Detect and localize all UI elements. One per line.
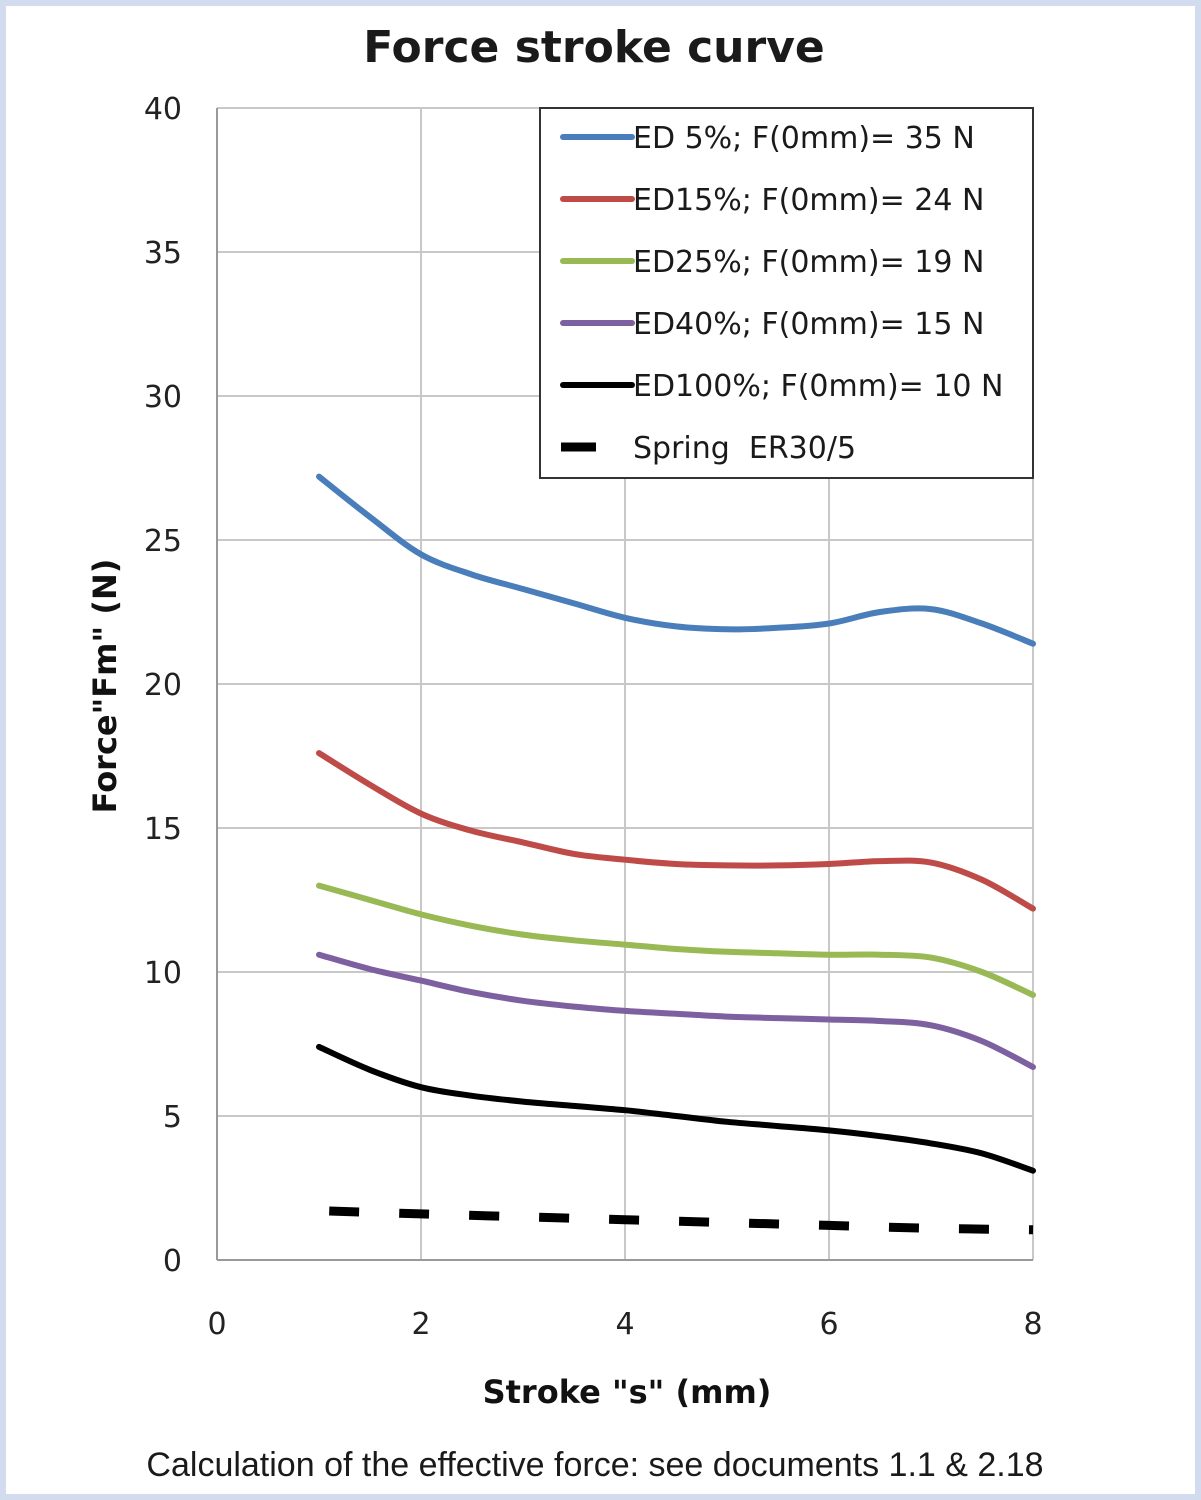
y-tick-label: 25 — [144, 524, 182, 559]
x-tick-label: 4 — [615, 1307, 634, 1342]
legend-label-2: ED15%; F(0mm)= 24 N — [633, 183, 984, 218]
y-axis-title: Force"Fm" (N) — [86, 559, 124, 814]
y-tick-label: 20 — [144, 668, 182, 703]
series-line-1 — [316, 473, 1036, 647]
series-line-3 — [316, 882, 1036, 998]
series-line-2 — [316, 750, 1036, 912]
chart-title: Force stroke curve — [363, 22, 824, 73]
force-stroke-chart: Force stroke curve 0 5 10 15 20 25 30 35 40 0 2 4 6 8… — [86, 22, 1044, 1484]
x-tick-label: 6 — [819, 1307, 838, 1342]
y-tick-label: 40 — [144, 92, 182, 127]
y-tick-label: 5 — [163, 1100, 182, 1135]
series-line-4 — [316, 951, 1036, 1070]
legend-label-6: Spring ER30/5 — [633, 431, 856, 466]
footnote-caption: Calculation of the effective force: see … — [146, 1446, 1043, 1484]
x-tick-label: 8 — [1023, 1307, 1042, 1342]
legend-label-3: ED25%; F(0mm)= 19 N — [633, 245, 984, 280]
x-tick-label: 0 — [207, 1307, 226, 1342]
legend-label-5: ED100%; F(0mm)= 10 N — [633, 369, 1004, 404]
legend-label-4: ED40%; F(0mm)= 15 N — [633, 307, 984, 342]
series-line-6 — [329, 1206, 1034, 1235]
series-lines — [316, 473, 1036, 1235]
y-tick-label: 35 — [144, 236, 182, 271]
axes: 0 5 10 15 20 25 30 35 40 0 2 4 6 8 — [144, 92, 1043, 1342]
x-axis-title: Stroke "s" (mm) — [483, 1373, 772, 1411]
legend: ED 5%; F(0mm)= 35 N ED15%; F(0mm)= 24 N ED… — [539, 107, 1034, 479]
legend-label-1: ED 5%; F(0mm)= 35 N — [633, 121, 975, 156]
series-line-5 — [316, 1043, 1036, 1174]
legend-box — [539, 107, 1034, 479]
y-tick-label: 30 — [144, 380, 182, 415]
y-tick-label: 0 — [163, 1244, 182, 1279]
y-tick-label: 15 — [144, 812, 182, 847]
y-tick-label: 10 — [144, 956, 182, 991]
x-tick-label: 2 — [411, 1307, 430, 1342]
